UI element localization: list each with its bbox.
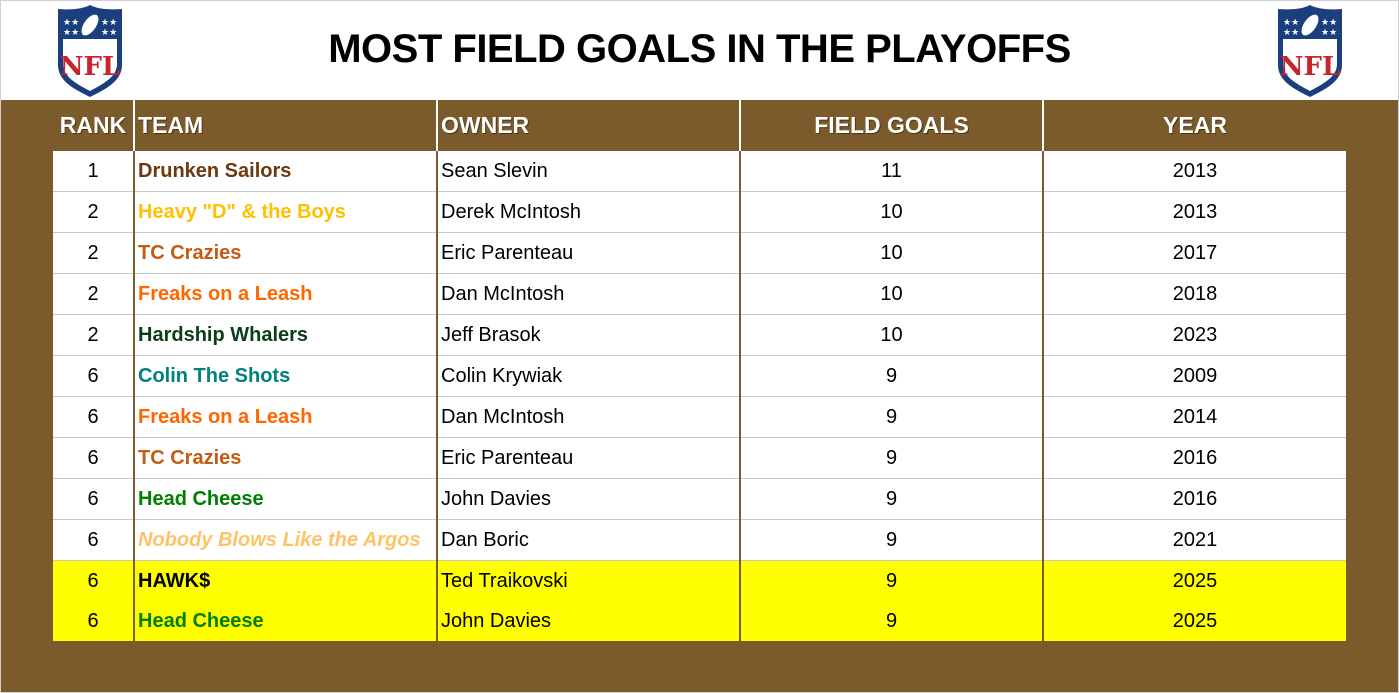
year-cell: 2016 [1042, 437, 1346, 479]
field-goals-cell: 11 [739, 151, 1043, 192]
column-header-team: TEAM [133, 100, 437, 151]
rank-cell: 6 [53, 437, 134, 479]
field-goals-cell: 9 [739, 355, 1043, 397]
table-row: 6 Head Cheese John Davies 9 2025 [53, 601, 1346, 641]
field-goals-cell: 10 [739, 273, 1043, 315]
rank-cell: 6 [53, 478, 134, 520]
field-goals-cell: 9 [739, 396, 1043, 438]
svg-text:★★: ★★ [1283, 28, 1299, 38]
field-goals-cell: 10 [739, 232, 1043, 274]
rank-cell: 6 [53, 396, 134, 438]
svg-text:NFL: NFL [60, 52, 121, 82]
column-header-year: YEAR [1042, 100, 1346, 151]
year-cell: 2018 [1042, 273, 1346, 315]
owner-cell: Dan Boric [436, 519, 740, 561]
rank-cell: 6 [53, 560, 134, 601]
field-goals-cell: 9 [739, 478, 1043, 520]
table-row: 2 Heavy "D" & the Boys Derek McIntosh 10 201… [53, 191, 1346, 233]
team-cell: Head Cheese [133, 601, 437, 641]
year-cell: 2021 [1042, 519, 1346, 561]
table-row: 2 Freaks on a Leash Dan McIntosh 10 2018 [53, 273, 1346, 315]
owner-cell: John Davies [436, 478, 740, 520]
owner-cell: Ted Traikovski [436, 560, 740, 601]
rank-cell: 6 [53, 519, 134, 561]
svg-text:★★: ★★ [1321, 28, 1337, 38]
owner-cell: Eric Parenteau [436, 232, 740, 274]
table-row: 2 TC Crazies Eric Parenteau 10 2017 [53, 232, 1346, 274]
svg-text:★★: ★★ [101, 28, 117, 38]
rank-cell: 1 [53, 151, 134, 192]
field-goals-cell: 9 [739, 560, 1043, 601]
year-cell: 2013 [1042, 151, 1346, 192]
rank-cell: 6 [53, 601, 134, 641]
svg-text:★★: ★★ [63, 28, 79, 38]
team-cell: Nobody Blows Like the Argos [133, 519, 437, 561]
nfl-logo-icon: ★★★★ ★★★★ NFL [58, 5, 122, 97]
team-cell: TC Crazies [133, 437, 437, 479]
owner-cell: Jeff Brasok [436, 314, 740, 356]
field-goals-cell: 9 [739, 437, 1043, 479]
team-cell: Drunken Sailors [133, 151, 437, 192]
owner-cell: John Davies [436, 601, 740, 641]
owner-cell: Derek McIntosh [436, 191, 740, 233]
table-row: 6 TC Crazies Eric Parenteau 9 2016 [53, 437, 1346, 479]
rank-cell: 2 [53, 314, 134, 356]
table-row: 2 Hardship Whalers Jeff Brasok 10 2023 [53, 314, 1346, 356]
table-row: 6 Nobody Blows Like the Argos Dan Boric 9 20… [53, 519, 1346, 561]
column-header-rank: RANK [53, 100, 134, 151]
table-row: 6 HAWK$ Ted Traikovski 9 2025 [53, 560, 1346, 601]
column-header-owner: OWNER [436, 100, 740, 151]
rank-cell: 2 [53, 232, 134, 274]
team-cell: Hardship Whalers [133, 314, 437, 356]
field-goals-cell: 9 [739, 519, 1043, 561]
year-cell: 2017 [1042, 232, 1346, 274]
owner-cell: Dan McIntosh [436, 273, 740, 315]
nfl-logo-icon: ★★★★ ★★★★ NFL [1278, 5, 1342, 97]
table-row: 6 Colin The Shots Colin Krywiak 9 2009 [53, 355, 1346, 397]
year-cell: 2016 [1042, 478, 1346, 520]
rank-cell: 2 [53, 273, 134, 315]
year-cell: 2009 [1042, 355, 1346, 397]
team-cell: Freaks on a Leash [133, 273, 437, 315]
table-header-row: RANK TEAM OWNER FIELD GOALS YEAR [53, 100, 1346, 151]
field-goals-cell: 10 [739, 314, 1043, 356]
team-cell: Head Cheese [133, 478, 437, 520]
year-cell: 2023 [1042, 314, 1346, 356]
team-cell: Freaks on a Leash [133, 396, 437, 438]
field-goals-cell: 10 [739, 191, 1043, 233]
year-cell: 2025 [1042, 601, 1346, 641]
svg-text:★★: ★★ [101, 18, 117, 28]
svg-text:★★: ★★ [1321, 18, 1337, 28]
year-cell: 2014 [1042, 396, 1346, 438]
team-cell: HAWK$ [133, 560, 437, 601]
table-row: 6 Freaks on a Leash Dan McIntosh 9 2014 [53, 396, 1346, 438]
svg-text:★★: ★★ [63, 18, 79, 28]
rank-cell: 2 [53, 191, 134, 233]
owner-cell: Colin Krywiak [436, 355, 740, 397]
field-goals-table: RANK TEAM OWNER FIELD GOALS YEAR 1 Drunke… [53, 100, 1346, 641]
svg-text:NFL: NFL [1280, 52, 1341, 82]
owner-cell: Sean Slevin [436, 151, 740, 192]
owner-cell: Eric Parenteau [436, 437, 740, 479]
table-row: 6 Head Cheese John Davies 9 2016 [53, 478, 1346, 520]
team-cell: TC Crazies [133, 232, 437, 274]
year-cell: 2025 [1042, 560, 1346, 601]
page-title: MOST FIELD GOALS IN THE PLAYOFFS [328, 27, 1071, 71]
table-row: 1 Drunken Sailors Sean Slevin 11 2013 [53, 151, 1346, 192]
owner-cell: Dan McIntosh [436, 396, 740, 438]
header: ★★ ★★ ★★ ★★ NFL MOST FIELD GOALS IN THE PL… [1, 1, 1398, 100]
rank-cell: 6 [53, 355, 134, 397]
svg-text:★★: ★★ [1283, 18, 1299, 28]
team-cell: Colin The Shots [133, 355, 437, 397]
team-cell: Heavy "D" & the Boys [133, 191, 437, 233]
field-goals-cell: 9 [739, 601, 1043, 641]
year-cell: 2013 [1042, 191, 1346, 233]
column-header-field-goals: FIELD GOALS [739, 100, 1043, 151]
